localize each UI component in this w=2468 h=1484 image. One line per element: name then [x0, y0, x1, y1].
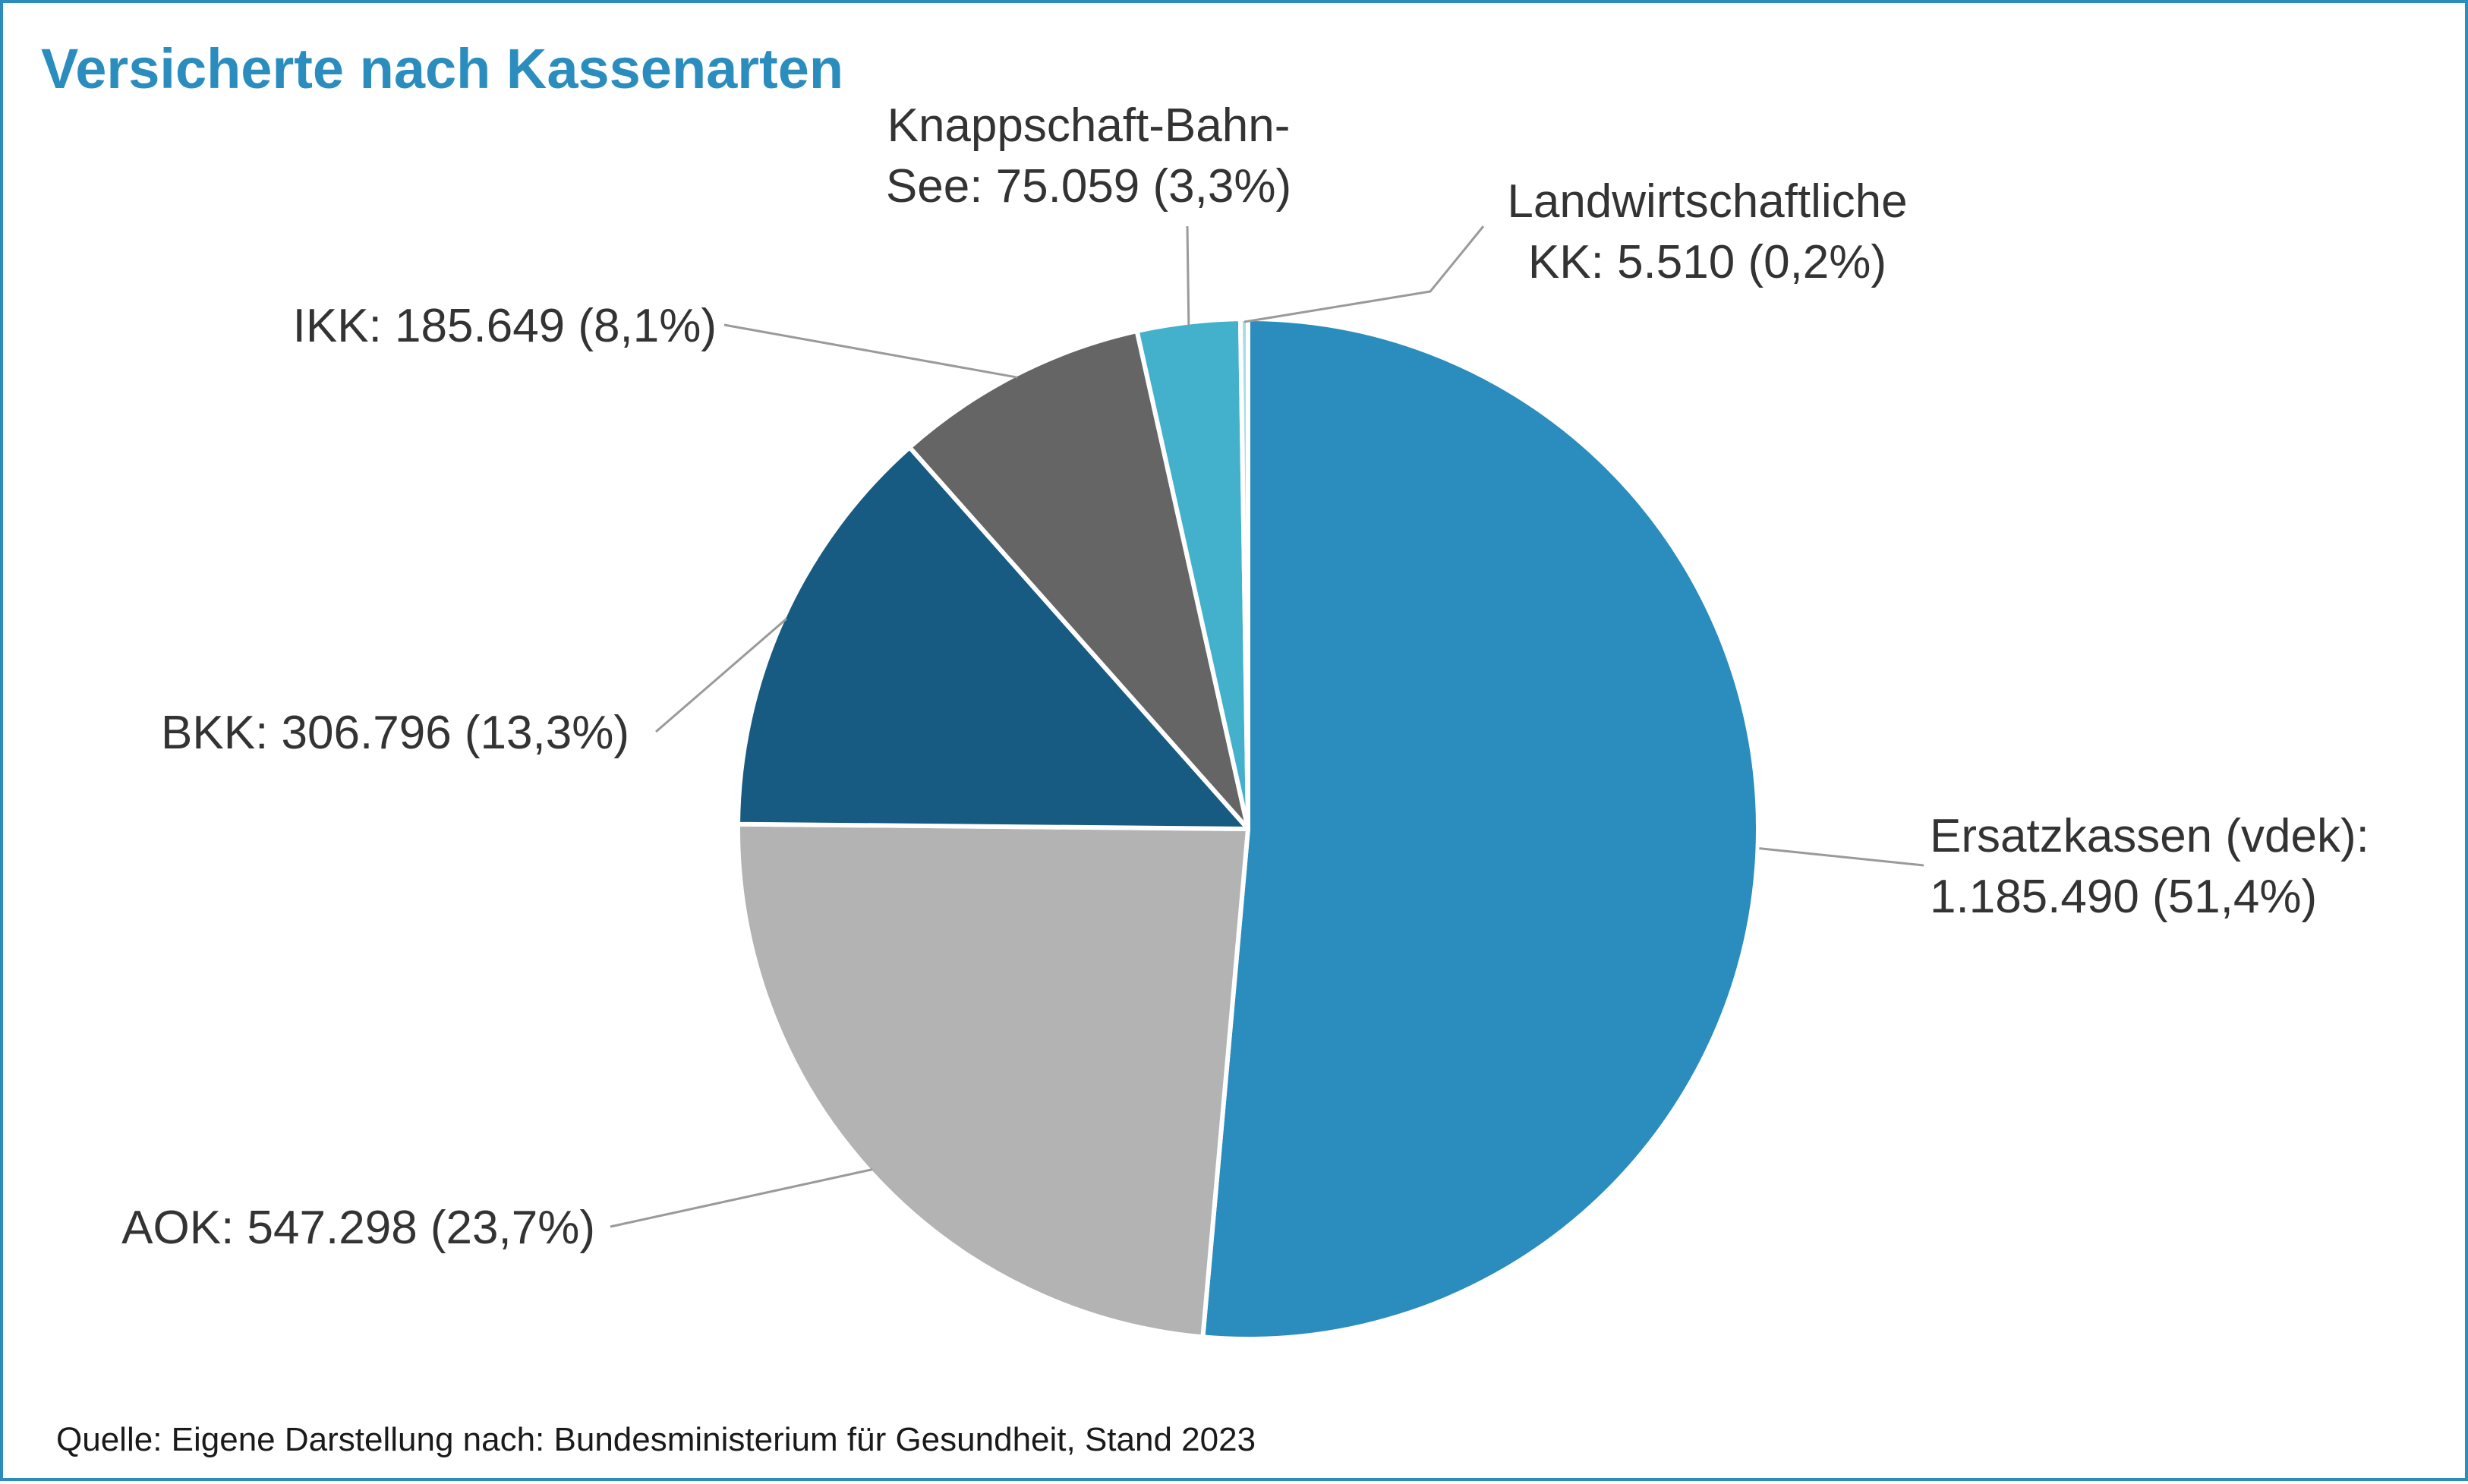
slice-label-landwirtschaftliche-kk-line-2: KK: 5.510 (0,2%)	[1528, 236, 1886, 288]
pie-slice-ersatzkassen-vdek	[1200, 317, 1761, 1341]
leader-line-bkk	[655, 617, 788, 733]
slice-label-ersatzkassen-vdek-line-1: Ersatzkassen (vdek):	[1930, 810, 2369, 862]
slice-label-ersatzkassen-vdek-line-2: 1.185.490 (51,4%)	[1930, 871, 2317, 923]
slice-label-landwirtschaftliche-kk-line-1: Landwirtschaftliche	[1507, 175, 1907, 228]
slice-label-ikk-line-1: IKK: 185.649 (8,1%)	[293, 300, 717, 352]
slice-label-knappschaft-bahn-see-line-2: See: 75.059 (3,3%)	[886, 160, 1291, 213]
pie-slice-landwirtschaftliche-kk	[1237, 317, 1250, 831]
pie-slice-aok	[736, 821, 1250, 1340]
leader-line-landwirtschaftliche-kk	[1243, 225, 1485, 323]
leader-line-ersatzkassen-vdek	[1759, 847, 1924, 867]
chart-title: Versicherte nach Kassenarten	[41, 37, 844, 100]
slice-label-knappschaft-bahn-see-line-1: Knappschaft-Bahn-	[887, 99, 1291, 152]
leader-line-knappschaft-bahn-see	[1186, 225, 1190, 326]
slice-label-bkk-line-1: BKK: 306.796 (13,3%)	[161, 707, 629, 759]
pie-slice-bkk	[736, 445, 1250, 831]
slice-label-aok-line-1: AOK: 547.298 (23,7%)	[121, 1202, 595, 1254]
leader-line-ikk	[723, 323, 1018, 379]
source-note: Quelle: Eigene Darstellung nach: Bundesm…	[56, 1421, 1256, 1458]
leader-line-aok	[610, 1168, 873, 1228]
pie-chart: Ersatzkassen (vdek): 1.185.490 (51,4%) AOK…	[121, 99, 2369, 1341]
